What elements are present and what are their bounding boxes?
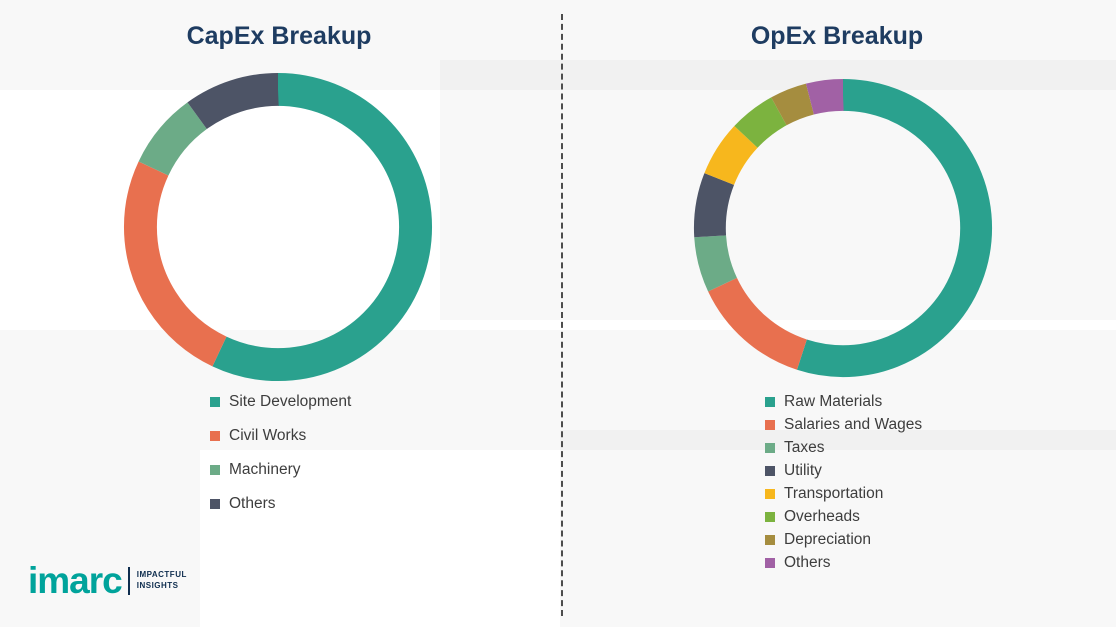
legend-item: Transportation [765,485,922,503]
donut-segment-utility [693,78,993,378]
legend-label: Utility [784,462,822,479]
legend-swatch [765,397,775,407]
legend-label: Depreciation [784,531,872,548]
legend-label: Transportation [784,485,884,502]
donut-segment-raw-materials [693,78,993,378]
imarc-logo-tagline-line2: INSIGHTS [136,580,179,590]
legend-swatch [210,499,220,509]
legend-swatch [765,535,775,545]
imarc-logo-brand: imarc [28,560,123,601]
legend-label: Site Development [229,393,352,410]
vertical-dashed-divider [561,14,563,616]
legend-label: Taxes [784,439,825,456]
opex-chart-title: OpEx Breakup [750,22,924,50]
legend-swatch [765,512,775,522]
legend-item: Site Development [210,392,351,412]
legend-item: Others [210,494,351,514]
imarc-logo-tagline-line1: IMPACTFUL [136,570,187,580]
legend-item: Taxes [765,439,922,457]
legend-swatch [210,431,220,441]
imarc-logo: imarc IMPACTFUL INSIGHTS [28,562,187,599]
legend-swatch [765,466,775,476]
donut-segment-site-development [123,72,433,382]
capex-panel: CapEx Breakup Site Development Civil Work… [123,22,433,528]
imarc-logo-separator [127,566,130,595]
legend-swatch [765,558,775,568]
legend-swatch [210,465,220,475]
legend-item: Machinery [210,460,351,480]
legend-label: Others [229,495,276,512]
legend-swatch [765,443,775,453]
legend-label: Raw Materials [784,393,883,410]
legend-item: Others [765,554,922,572]
donut-segment-others [123,72,433,382]
legend-item: Overheads [765,508,922,526]
legend-swatch [765,420,775,430]
legend-label: Overheads [784,508,860,525]
legend-label: Others [784,554,831,571]
legend-label: Machinery [229,461,301,478]
legend-swatch [765,489,775,499]
capex-donut-chart [123,72,433,382]
legend-item: Salaries and Wages [765,416,922,434]
opex-donut-chart [693,78,993,378]
imarc-logo-tagline: IMPACTFUL INSIGHTS [137,570,187,591]
legend-item: Utility [765,462,922,480]
opex-panel: OpEx Breakup Raw Materials Salaries and W… [558,0,1116,627]
legend-item: Depreciation [765,531,922,549]
capex-chart-title: CapEx Breakup [186,22,372,50]
donut-segment-civil-works [123,72,433,382]
legend-label: Salaries and Wages [784,416,923,433]
opex-legend: Raw Materials Salaries and Wages Taxes Util… [765,393,922,577]
legend-item: Raw Materials [765,393,922,411]
legend-swatch [210,397,220,407]
capex-legend: Site Development Civil Works Machinery Othe… [210,392,351,528]
legend-item: Civil Works [210,426,351,446]
donut-segment-others [693,78,993,378]
legend-label: Civil Works [229,427,307,444]
